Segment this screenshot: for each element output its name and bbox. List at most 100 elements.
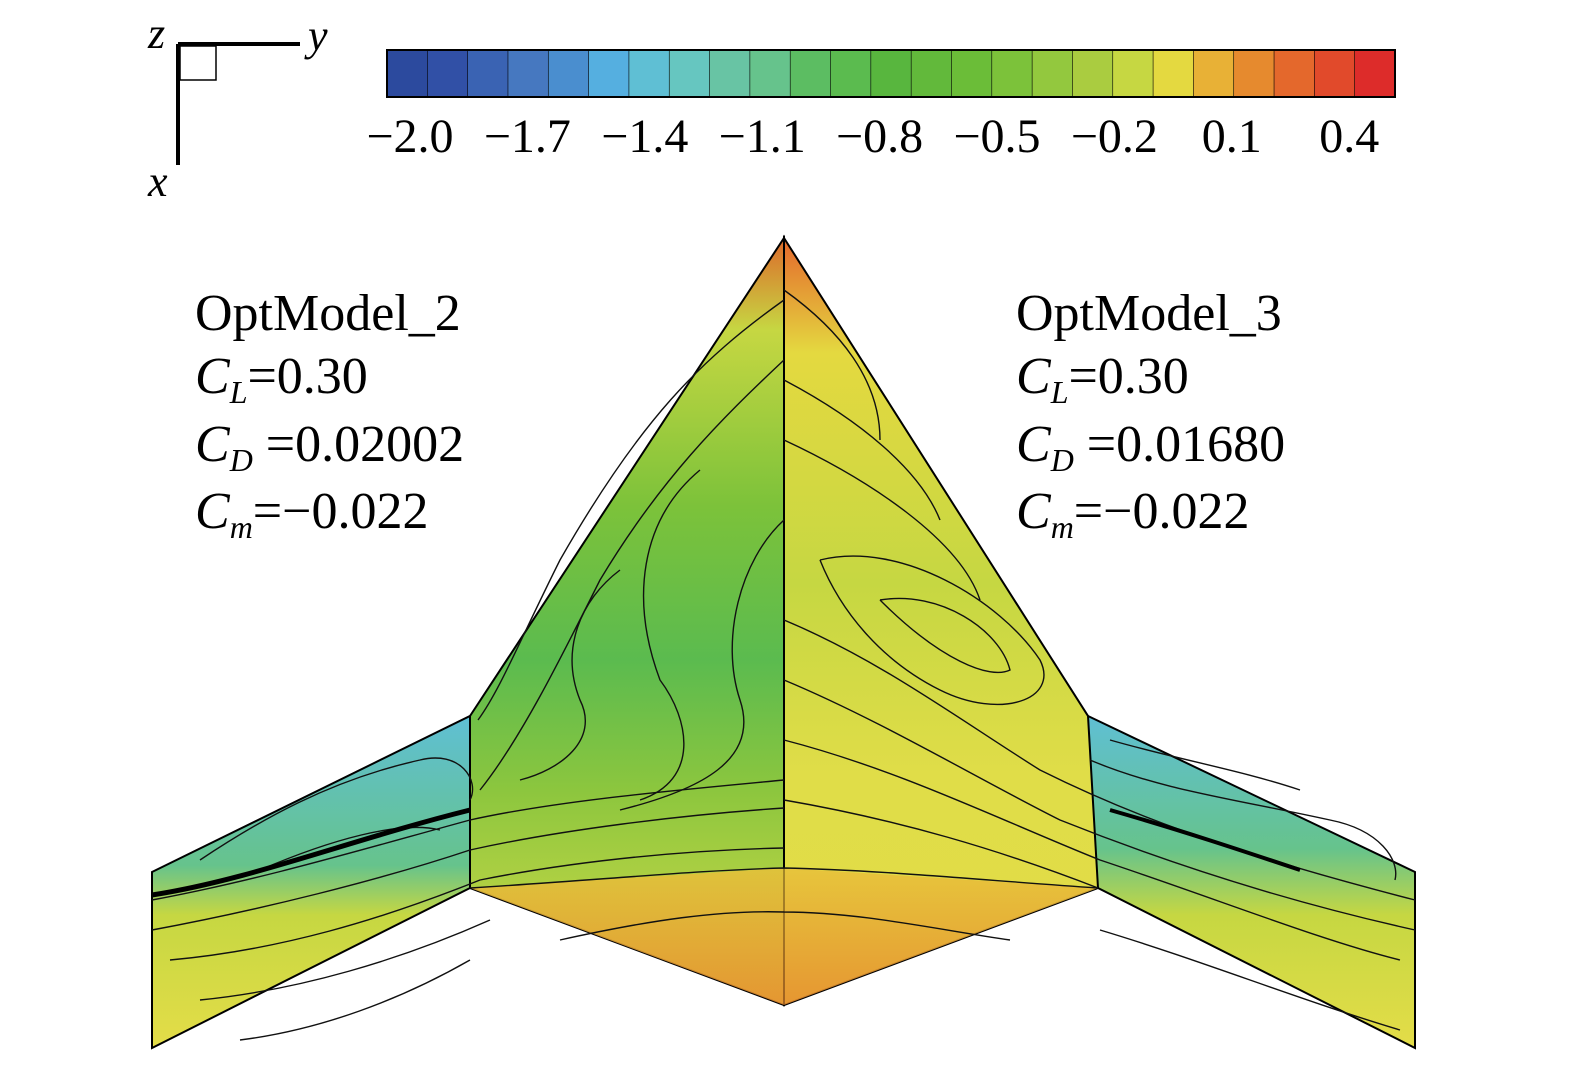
- colorbar-cell: [830, 49, 872, 98]
- left-cm-subscript: m: [230, 509, 253, 545]
- left-cl-symbol: C: [195, 348, 231, 405]
- right-cm-value: =−0.022: [1074, 483, 1250, 540]
- colorbar-cell: [588, 49, 630, 98]
- colorbar-cell: [910, 49, 953, 98]
- colorbar: −2.0 −1.7 −1.4 −1.1 −0.8 −0.5 −0.2 0.1 0.4: [366, 49, 1396, 163]
- colorbar-cell: [1314, 49, 1356, 98]
- right-cl-value: =0.30: [1068, 348, 1188, 405]
- left-cl-text: CL=0.30: [195, 348, 368, 410]
- colorbar-cell: [1354, 49, 1396, 98]
- colorbar-cell: [749, 49, 792, 98]
- contour-line: [879, 597, 1011, 674]
- colorbar-cell: [991, 49, 1033, 98]
- colorbar-tick-label: −1.7: [484, 110, 571, 163]
- colorbar-cell: [709, 49, 751, 98]
- x-axis-label: x: [147, 157, 168, 206]
- colorbar-cell: [1152, 49, 1195, 98]
- colorbar-tick-label: −2.0: [366, 110, 453, 163]
- colorbar-cells: [386, 49, 1396, 98]
- right-cd-subscript: D: [1050, 442, 1074, 478]
- colorbar-cell: [427, 49, 469, 98]
- contour-line: [783, 679, 1416, 931]
- contour-line: [259, 826, 441, 871]
- contour-line: [783, 439, 981, 601]
- colorbar-cell: [386, 49, 429, 98]
- contour-line: [199, 919, 491, 1001]
- right-cm-subscript: m: [1051, 509, 1074, 545]
- contour-line: [783, 739, 1401, 961]
- colorbar-tick-label: 0.4: [1319, 110, 1379, 163]
- left-cd-subscript: D: [229, 442, 253, 478]
- contour-line: [477, 299, 785, 721]
- right-model-name: OptModel_3: [1016, 285, 1282, 342]
- right-coefficient-panel: OptModel_3 CL=0.30 CD =0.01680 Cm=−0.022: [1016, 285, 1285, 545]
- colorbar-cell: [668, 49, 711, 98]
- right-cl-text: CL=0.30: [1016, 348, 1189, 410]
- colorbar-tick-label: 0.1: [1202, 110, 1262, 163]
- shock-line-right: [1109, 808, 1301, 872]
- right-cm-text: Cm=−0.022: [1016, 483, 1249, 545]
- colorbar-cell: [507, 49, 550, 98]
- wing-planform: [151, 234, 1416, 1050]
- left-cd-symbol: C: [195, 416, 231, 473]
- contour-line: [1109, 739, 1301, 791]
- colorbar-frame: [386, 49, 1396, 98]
- right-cd-text: CD =0.01680: [1016, 416, 1285, 478]
- right-cd-value: =0.01680: [1074, 416, 1285, 473]
- left-cl-subscript: L: [229, 374, 248, 410]
- contour-line: [1089, 759, 1397, 881]
- left-cl-value: =0.30: [247, 348, 367, 405]
- contour-line: [1099, 929, 1401, 1031]
- colorbar-cell: [870, 49, 912, 98]
- contour-lines: [151, 289, 1416, 1041]
- contour-line: [479, 359, 785, 791]
- left-cm-symbol: C: [195, 483, 231, 540]
- z-axis-label: z: [147, 9, 165, 58]
- colorbar-cell: [789, 49, 832, 98]
- contour-line: [151, 807, 785, 931]
- colorbar-cell: [1031, 49, 1074, 98]
- contour-line: [783, 799, 1099, 889]
- left-cm-text: Cm=−0.022: [195, 483, 428, 545]
- contour-line: [169, 847, 785, 961]
- left-cd-text: CD =0.02002: [195, 416, 464, 478]
- contour-line: [639, 469, 701, 801]
- colorbar-tick-label: −1.1: [719, 110, 806, 163]
- contour-line: [151, 779, 785, 901]
- colorbar-cell: [467, 49, 509, 98]
- contour-line: [469, 867, 1099, 889]
- contour-line: [559, 911, 1011, 941]
- colorbar-cell: [1273, 49, 1316, 98]
- right-cl-subscript: L: [1050, 374, 1069, 410]
- axis-triad: z y x: [147, 9, 328, 206]
- contour-line: [199, 757, 474, 861]
- colorbar-cell: [1233, 49, 1275, 98]
- z-axis-box: [179, 45, 217, 81]
- left-cd-value: =0.02002: [253, 416, 464, 473]
- right-cl-symbol: C: [1016, 348, 1052, 405]
- colorbar-ticks: −2.0 −1.7 −1.4 −1.1 −0.8 −0.5 −0.2 0.1 0.4: [366, 110, 1379, 163]
- colorbar-tick-label: −1.4: [601, 110, 688, 163]
- colorbar-tick-label: −0.5: [953, 110, 1040, 163]
- contour-line: [783, 289, 881, 441]
- right-cm-symbol: C: [1016, 483, 1052, 540]
- colorbar-tick-label: −0.2: [1071, 110, 1158, 163]
- left-cm-value: =−0.022: [253, 483, 429, 540]
- y-axis-label: y: [304, 11, 328, 60]
- tail-region: [470, 868, 1098, 1005]
- shock-line-left: [151, 807, 471, 898]
- colorbar-cell: [547, 49, 590, 98]
- right-cd-symbol: C: [1016, 416, 1052, 473]
- contour-line: [619, 519, 785, 811]
- colorbar-tick-label: −0.8: [836, 110, 923, 163]
- colorbar-cell: [1072, 49, 1114, 98]
- colorbar-cell: [951, 49, 993, 98]
- left-coefficient-panel: OptModel_2 CL=0.30 CD =0.02002 Cm=−0.022: [195, 285, 464, 545]
- contour-line: [819, 555, 1045, 706]
- colorbar-cell: [1193, 49, 1235, 98]
- contour-line: [239, 959, 471, 1041]
- colorbar-cell: [628, 49, 671, 98]
- contour-line: [519, 569, 621, 781]
- contour-line: [783, 379, 941, 521]
